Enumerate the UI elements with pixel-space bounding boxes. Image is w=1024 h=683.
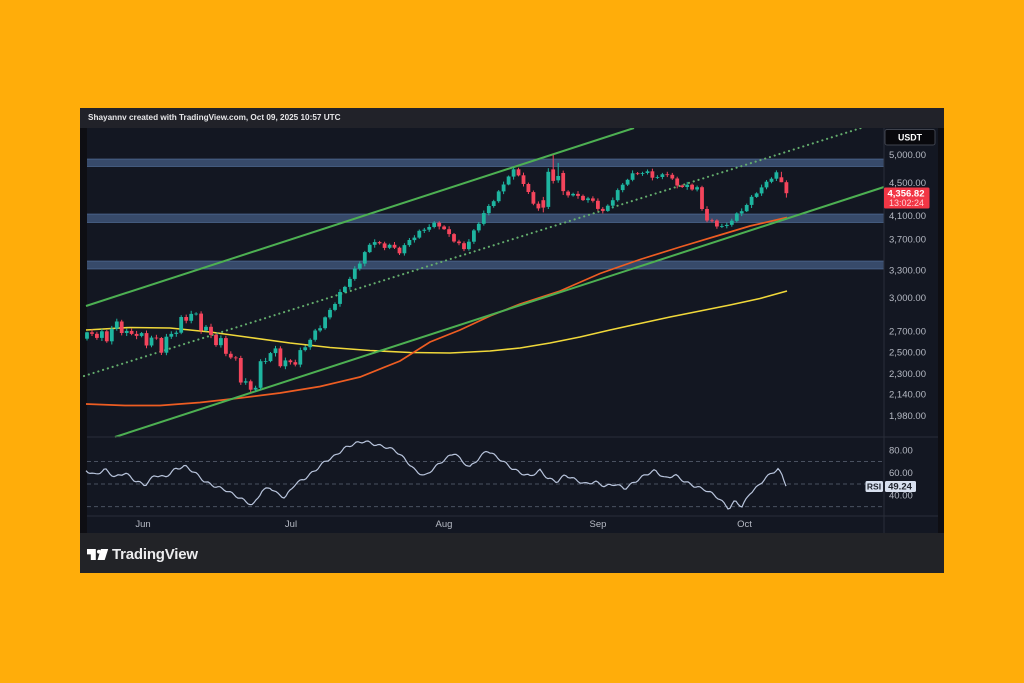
svg-text:Sep: Sep: [590, 519, 607, 530]
svg-text:Jul: Jul: [285, 519, 297, 530]
svg-text:5,000.00: 5,000.00: [889, 150, 926, 161]
svg-text:80.00: 80.00: [889, 446, 913, 457]
svg-text:2,500.00: 2,500.00: [889, 347, 926, 358]
svg-text:RSI: RSI: [867, 482, 881, 492]
svg-text:Aug: Aug: [436, 519, 453, 530]
svg-text:4,100.00: 4,100.00: [889, 211, 926, 222]
svg-text:3,000.00: 3,000.00: [889, 293, 926, 304]
svg-text:USDT: USDT: [898, 133, 923, 143]
svg-text:3,300.00: 3,300.00: [889, 265, 926, 276]
svg-text:4,356.82: 4,356.82: [888, 189, 925, 200]
svg-text:2,140.00: 2,140.00: [889, 389, 926, 400]
svg-text:1,980.00: 1,980.00: [889, 411, 926, 422]
svg-text:Jun: Jun: [135, 519, 150, 530]
svg-text:40.00: 40.00: [889, 491, 913, 502]
svg-text:2,300.00: 2,300.00: [889, 369, 926, 380]
svg-text:49.24: 49.24: [888, 482, 912, 493]
svg-text:3,700.00: 3,700.00: [889, 234, 926, 245]
svg-text:Oct: Oct: [737, 519, 752, 530]
svg-text:13:02:24: 13:02:24: [889, 198, 924, 208]
svg-text:60.00: 60.00: [889, 468, 913, 479]
svg-text:4,500.00: 4,500.00: [889, 178, 926, 189]
svg-text:2,700.00: 2,700.00: [889, 326, 926, 337]
